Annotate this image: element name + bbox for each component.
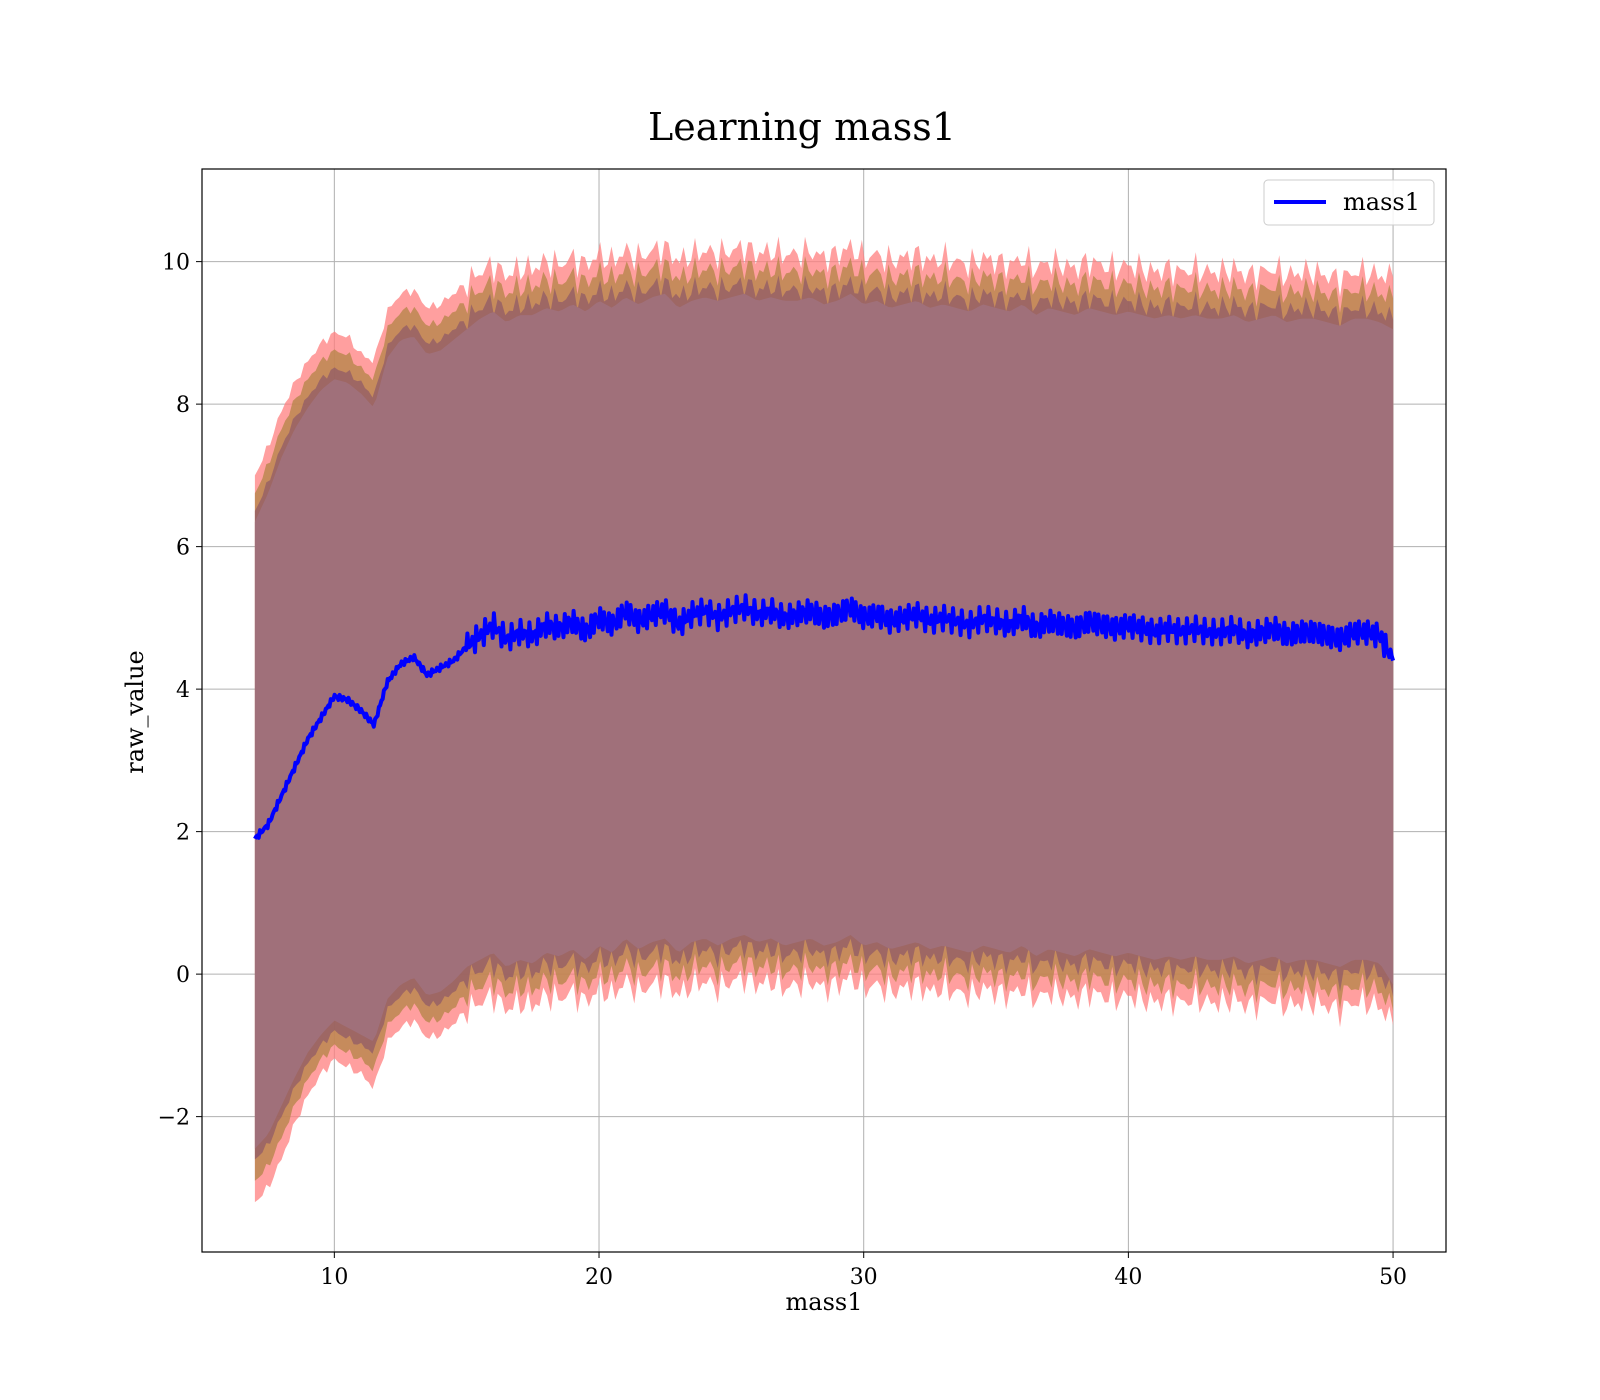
y-tick-label: 10 — [162, 251, 190, 276]
x-tick-label: 50 — [1379, 1265, 1407, 1290]
y-axis-label: raw_value — [121, 650, 149, 774]
axis-ticks: 10 20 30 40 50 −2 0 2 4 6 8 10 — [158, 251, 1408, 1290]
series-line-mass1 — [253, 593, 1396, 840]
x-tick-label: 10 — [320, 1265, 348, 1290]
plot-frame — [201, 168, 1447, 1253]
y-tick-label: 2 — [176, 821, 190, 846]
legend-label-mass1: mass1 — [1343, 188, 1420, 216]
x-tick-label: 30 — [850, 1265, 878, 1290]
y-tick-label: 6 — [176, 536, 190, 561]
chart-title: Learning mass1 — [648, 105, 956, 149]
x-axis-label: mass1 — [786, 1288, 863, 1316]
legend: mass1 — [1263, 179, 1435, 226]
x-tick-label: 20 — [585, 1265, 613, 1290]
plot-area — [202, 169, 1446, 1252]
y-tick-label: 4 — [176, 678, 190, 703]
y-tick-label: −2 — [158, 1106, 190, 1131]
y-tick-label: 8 — [176, 393, 190, 418]
band-core — [254, 293, 1394, 1149]
legend-box — [1263, 179, 1435, 226]
y-tick-label: 0 — [176, 963, 190, 988]
x-tick-label: 40 — [1114, 1265, 1142, 1290]
